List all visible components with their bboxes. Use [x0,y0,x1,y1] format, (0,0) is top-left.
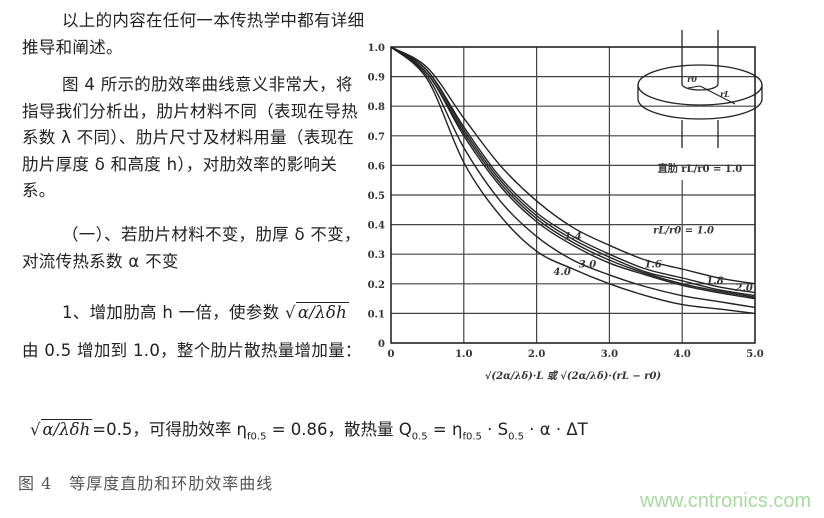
figure-caption: 图 4 等厚度直肋和环肋效率曲线 [18,474,274,493]
curve-label: 2.0 [734,283,752,294]
efficiency-curve [390,46,756,309]
y-tick-label: 0.7 [368,132,385,143]
y-tick-label: 0.8 [368,102,385,113]
x-tick-label: 4.0 [673,349,690,360]
efficiency-formula: √ α/λδh =0.5，可得肋效率 ηf0.5 = 0.86，散热量 Q0.5 =… [30,419,588,443]
y-tick-label: 0.9 [368,73,385,84]
curve-label: 1.8 [706,276,723,287]
paragraph-2: 图 4 所示的肋效率曲线意义非常大，将指导我们分析出，肋片材料不同（表现在导热系… [22,75,358,200]
paragraph-5: 由 0.5 增加到 1.0，整个肋片散热量增加量： [22,341,362,360]
inset-fin-diagram [687,85,736,105]
x-tick-label: 5.0 [746,349,763,360]
formula-part: · α · ΔT [524,420,588,439]
curve-label: 4.0 [553,267,570,278]
y-tick-label: 0.4 [368,221,385,232]
x-axis-label: √(2α/λδ)·L 或 √(2α/λδ)·(rL − r0) [485,370,662,382]
curve-label: rL/r0 = 1.0 [653,225,714,236]
y-tick-label: 0.5 [368,191,385,202]
inset-fin-diagram [637,85,763,120]
formula-part: = 0.86，散热量 Q [266,420,412,439]
paragraph-4: 1、增加肋高 h 一倍，使参数 √ α/λδh [62,302,350,322]
curve-label: 1.6 [644,260,661,271]
efficiency-curve [390,46,756,298]
efficiency-curve [390,46,756,315]
inset-fin-diagram [681,30,719,91]
formula-param: α/λδh [40,419,93,439]
efficiency-curve [390,46,756,285]
y-tick-label: 0.3 [368,250,385,261]
plot-frame [390,46,756,344]
efficiency-curve [390,46,756,294]
formula-part: = η [427,420,463,439]
efficiency-curve [390,46,756,297]
formula-part: · S [481,420,509,439]
x-tick-label: 3.0 [601,349,618,360]
curve-label: 1.4 [564,231,581,242]
paragraph-1: 以上的内容在任何一本传热学中都有详细推导和阐述。 [22,11,365,57]
x-tick-label: 1.0 [455,349,472,360]
x-tick-label: 2.0 [528,349,545,360]
inset-fin-diagram [681,120,719,148]
param-expression: α/λδh [295,302,350,322]
y-tick-label: 0.6 [368,161,385,172]
watermark: www.cntronics.com [640,490,812,512]
q-subscript: 0.5 [411,431,428,443]
eta-subscript: f0.5 [462,431,482,443]
inset-fin-diagram [637,64,763,106]
y-tick-label: 0.2 [368,280,385,291]
curve-label: 3.0 [579,260,596,271]
inset-r0-label: r0 [687,74,697,84]
y-tick-label: 0 [378,339,385,350]
y-tick-label: 1.0 [368,43,385,54]
s-subscript: 0.5 [508,431,525,443]
efficiency-curve [390,46,756,300]
eta-subscript: f0.5 [247,431,267,443]
y-tick-label: 0.1 [368,309,385,320]
inset-caption: 直肋 rL/r0 = 1.0 [658,162,742,175]
paragraph-3: （一）、若肋片材料不变，肋厚 δ 不变，对流传热系数 α 不变 [22,225,361,271]
fin-efficiency-chart: 0 0.1 0.2 0.3 0.4 0.5 0.6 0.7 0.8 0.9 1.0 0 1.0 2.0 3.… [368,30,764,382]
inset-rL-label: rL [720,89,730,99]
formula-part: =0.5，可得肋效率 η [92,420,248,439]
paragraph-4-start: 1、增加肋高 h 一倍，使参数 [62,303,280,322]
x-tick-label: 0 [388,349,395,360]
